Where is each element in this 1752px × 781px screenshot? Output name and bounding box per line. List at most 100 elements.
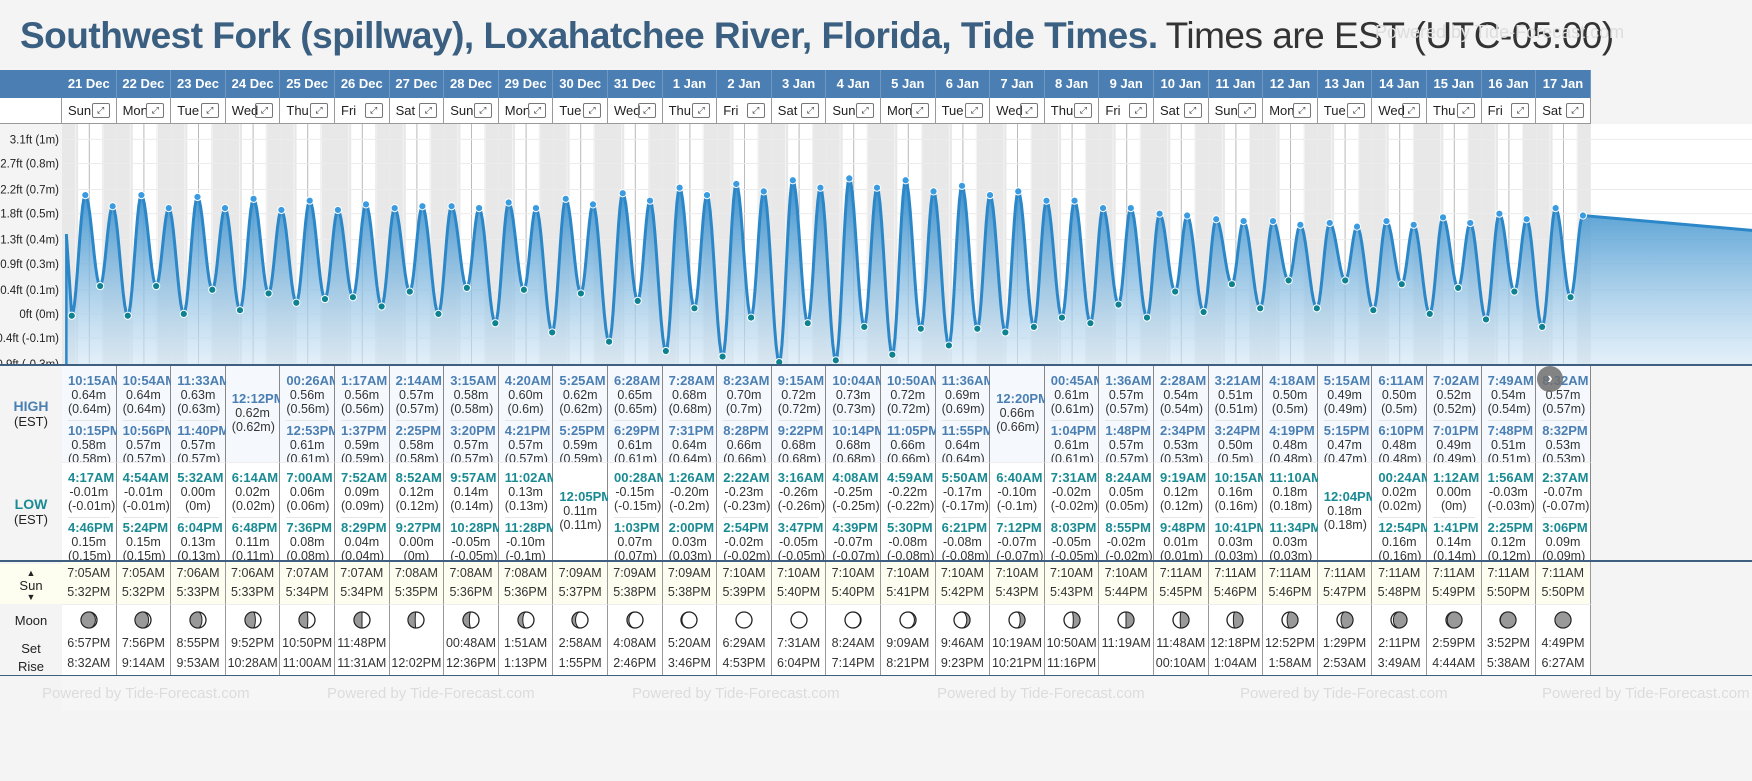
day-header[interactable]: Wed ⤢ [225,98,281,124]
expand-icon[interactable]: ⤢ [1183,103,1202,118]
expand-icon[interactable]: ⤢ [1347,103,1366,118]
low-tide-point[interactable] [973,324,982,333]
low-tide-point[interactable] [1425,309,1434,318]
high-tide-point[interactable] [305,196,314,205]
high-tide-point[interactable] [504,198,513,207]
expand-icon[interactable]: ⤢ [200,103,219,118]
high-tide-point[interactable] [985,191,995,200]
low-tide-point[interactable] [1256,304,1265,313]
day-header[interactable]: Mon ⤢ [498,98,554,124]
low-tide-point[interactable] [604,337,614,346]
high-tide-point[interactable] [277,205,286,215]
day-header[interactable]: Sun ⤢ [444,98,499,124]
day-header[interactable]: Tue ⤢ [553,98,608,124]
high-tide-point[interactable] [675,183,684,192]
expand-icon[interactable]: ⤢ [528,103,547,118]
low-tide-point[interactable] [1142,313,1152,322]
low-tide-point[interactable] [1510,287,1519,296]
low-tide-point[interactable] [519,285,529,294]
day-header[interactable]: Fri ⤢ [1099,98,1154,124]
high-tide-point[interactable] [108,202,117,211]
expand-icon[interactable]: ⤢ [1511,103,1530,118]
day-header[interactable]: Mon ⤢ [116,98,172,124]
high-tide-point[interactable] [929,187,938,196]
low-tide-point[interactable] [67,311,76,320]
low-tide-point[interactable] [491,319,500,328]
day-header[interactable]: Thu ⤢ [1044,98,1100,124]
expand-icon[interactable]: ⤢ [910,103,929,118]
low-tide-point[interactable] [405,287,414,296]
expand-icon[interactable]: ⤢ [255,103,274,118]
low-tide-point[interactable] [235,306,245,315]
low-tide-point[interactable] [860,322,869,331]
high-tide-point[interactable] [418,202,427,211]
high-tide-point[interactable] [618,189,627,198]
day-header[interactable]: Sat ⤢ [1154,98,1209,124]
high-tide-point[interactable] [447,202,456,211]
low-tide-point[interactable] [377,302,386,311]
high-tide-point[interactable] [901,176,910,185]
low-tide-point[interactable] [208,285,217,294]
low-tide-point[interactable] [1171,287,1180,296]
day-header[interactable]: Mon ⤢ [881,98,936,124]
expand-icon[interactable]: ⤢ [1128,103,1147,118]
expand-icon[interactable]: ⤢ [146,103,165,118]
low-tide-point[interactable] [1454,283,1463,293]
low-tide-point[interactable] [718,352,727,361]
low-tide-point[interactable] [661,346,670,356]
low-tide-point[interactable] [348,293,357,302]
low-tide-point[interactable] [633,296,642,305]
day-header[interactable]: Fri ⤢ [717,98,772,124]
high-tide-point[interactable] [1382,216,1391,226]
expand-icon[interactable]: ⤢ [692,103,711,118]
high-tide-point[interactable] [588,200,598,209]
expand-icon[interactable]: ⤢ [965,103,984,118]
high-tide-point[interactable] [1268,216,1278,226]
high-tide-point[interactable] [531,203,541,213]
expand-icon[interactable]: ⤢ [855,103,874,118]
low-tide-point[interactable] [1227,280,1237,289]
expand-icon[interactable]: ⤢ [1019,103,1038,118]
high-tide-point[interactable] [1098,203,1108,213]
day-header[interactable]: Sun ⤢ [1208,98,1264,124]
expand-icon[interactable]: ⤢ [1565,103,1584,118]
high-tide-point[interactable] [1409,220,1418,229]
low-tide-point[interactable] [1538,322,1547,331]
day-header[interactable]: Sat ⤢ [389,98,445,124]
high-tide-point[interactable] [220,203,230,213]
day-header[interactable]: Fri ⤢ [1481,98,1537,124]
day-header[interactable]: Thu ⤢ [662,98,718,124]
low-tide-point[interactable] [1029,322,1038,331]
day-header[interactable]: Wed ⤢ [990,98,1045,124]
high-tide-point[interactable] [164,203,173,213]
day-header[interactable]: Fri ⤢ [335,98,390,124]
day-header[interactable]: Mon ⤢ [1263,98,1318,124]
high-tide-point[interactable] [957,181,967,190]
expand-icon[interactable]: ⤢ [1238,103,1257,118]
expand-icon[interactable]: ⤢ [364,103,383,118]
high-tide-point[interactable] [1495,209,1504,218]
expand-icon[interactable]: ⤢ [91,103,110,118]
high-tide-point[interactable] [137,191,146,200]
low-tide-point[interactable] [96,281,105,291]
high-tide-point[interactable] [1438,213,1448,222]
expand-icon[interactable]: ⤢ [582,103,601,118]
low-tide-point[interactable] [888,350,897,359]
low-tide-point[interactable] [746,313,756,322]
low-tide-point[interactable] [1566,293,1575,302]
low-tide-point[interactable] [916,324,925,333]
high-tide-point[interactable] [1126,203,1135,213]
low-tide-point[interactable] [152,281,161,291]
low-tide-point[interactable] [434,309,443,318]
high-tide-point[interactable] [1325,218,1334,228]
day-header[interactable]: Sun ⤢ [62,98,117,124]
expand-icon[interactable]: ⤢ [637,103,656,118]
low-tide-point[interactable] [1312,304,1321,313]
high-tide-point[interactable] [361,200,371,209]
day-header[interactable]: Sun ⤢ [826,98,881,124]
high-tide-point[interactable] [1352,222,1362,231]
low-tide-point[interactable] [1369,306,1378,315]
high-tide-point[interactable] [1155,209,1164,218]
high-tide-point[interactable] [1212,215,1221,224]
day-header[interactable]: Thu ⤢ [280,98,335,124]
